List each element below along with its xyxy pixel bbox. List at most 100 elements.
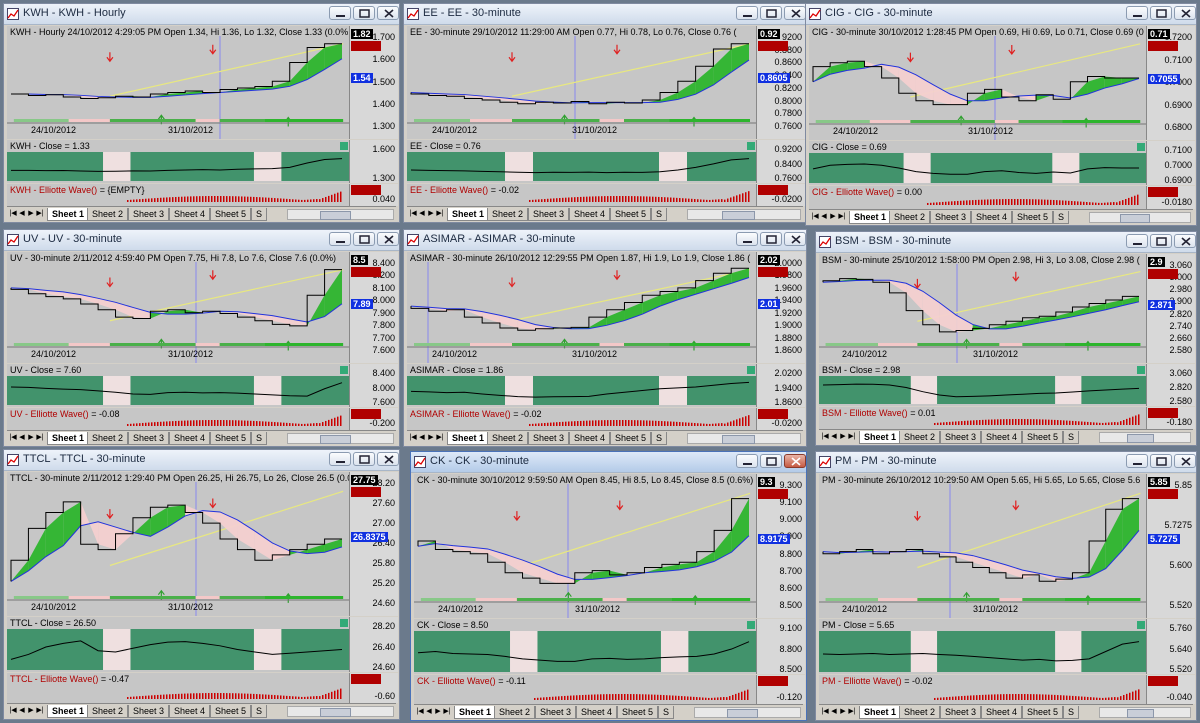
nav-last-button[interactable]: ▶| <box>838 213 846 220</box>
nav-last-button[interactable]: ▶| <box>36 434 44 441</box>
nav-first-button[interactable]: |◀ <box>9 210 17 217</box>
nav-prev-button[interactable]: ◀ <box>831 433 837 440</box>
close-button[interactable] <box>784 6 806 20</box>
close-pane[interactable]: UV - Close = 7.60 8.400 8.000 7.600 <box>7 364 398 407</box>
maximize-button[interactable] <box>760 454 782 468</box>
close-pane[interactable]: BSM - Close = 2.98 3.060 2.820 2.580 <box>819 364 1195 406</box>
nav-first-button[interactable]: |◀ <box>409 434 417 441</box>
sheet-tab[interactable]: Sheet 3 <box>128 432 170 445</box>
minimize-button[interactable] <box>736 454 758 468</box>
price-axis[interactable]: 5.85 5.7275 5.600 5.520 5.85 5.7275 <box>1146 474 1195 618</box>
chart-window[interactable]: UV - UV - 30-minute UV - 30-minute 2/11/2… <box>3 229 400 447</box>
sheet-tab[interactable]: Sheet 5 <box>617 706 659 719</box>
sheet-tab[interactable]: Sheet 3 <box>128 208 170 221</box>
window-titlebar[interactable]: ASIMAR - ASIMAR - 30-minute <box>404 230 806 251</box>
price-pane[interactable]: ASIMAR - 30-minute 26/10/2012 12:29:55 P… <box>407 252 805 363</box>
price-pane[interactable]: TTCL - 30-minute 2/11/2012 1:29:40 PM Op… <box>7 472 398 616</box>
price-chart[interactable] <box>7 472 350 616</box>
horizontal-scrollbar[interactable] <box>287 706 394 717</box>
minimize-button[interactable] <box>329 452 351 466</box>
window-titlebar[interactable]: EE - EE - 30-minute <box>404 4 806 25</box>
sheet-tab[interactable]: Sheet 3 <box>128 705 170 718</box>
price-chart[interactable] <box>7 26 350 139</box>
sheet-tab[interactable]: Sheet 5 <box>1012 211 1054 224</box>
sheet-tab[interactable]: Sheet 4 <box>971 211 1013 224</box>
sheet-tab[interactable]: Sheet 4 <box>169 432 211 445</box>
sheet-tab[interactable]: Sheet 2 <box>487 432 529 445</box>
sheet-tab[interactable]: Sheet 4 <box>981 431 1023 444</box>
add-sheet-tab[interactable]: S <box>1063 706 1080 719</box>
horizontal-scrollbar[interactable] <box>687 209 801 220</box>
sheet-tab[interactable]: Sheet 5 <box>210 432 252 445</box>
window-titlebar[interactable]: KWH - KWH - Hourly <box>4 4 399 25</box>
add-sheet-tab[interactable]: S <box>651 432 668 445</box>
close-button[interactable] <box>1174 234 1196 248</box>
minimize-button[interactable] <box>1126 6 1148 20</box>
sheet-tab[interactable]: Sheet 2 <box>87 432 129 445</box>
price-pane[interactable]: UV - 30-minute 2/11/2012 4:59:40 PM Open… <box>7 252 398 363</box>
elliott-wave-pane[interactable]: TTCL - Elliotte Wave() = -0.47 -0.60 <box>7 673 398 703</box>
sheet-tab[interactable]: Sheet 5 <box>610 208 652 221</box>
close-pane[interactable]: TTCL - Close = 26.50 28.20 26.40 24.60 <box>7 617 398 672</box>
price-axis[interactable]: 92000.88000.86000.84000.82000.80000.7800… <box>756 26 805 139</box>
price-chart[interactable] <box>414 474 757 618</box>
price-chart[interactable] <box>407 26 757 139</box>
close-button[interactable] <box>1174 6 1196 20</box>
maximize-button[interactable] <box>353 232 375 246</box>
close-pane[interactable]: CK - Close = 8.50 9.100 8.800 8.500 <box>414 619 805 674</box>
horizontal-scrollbar[interactable] <box>1089 212 1191 223</box>
horizontal-scrollbar[interactable] <box>1099 707 1191 718</box>
chart-window[interactable]: KWH - KWH - Hourly KWH - Hourly 24/10/201… <box>3 3 400 223</box>
close-button[interactable] <box>784 232 806 246</box>
minimize-button[interactable] <box>329 232 351 246</box>
maximize-button[interactable] <box>1150 454 1172 468</box>
chart-window[interactable]: CK - CK - 30-minute CK - 30-minute 30/10/… <box>410 451 807 721</box>
nav-next-button[interactable]: ▶ <box>428 434 434 441</box>
elliott-wave-pane[interactable]: EE - Elliotte Wave() = -0.02 -0.0200 <box>407 184 805 206</box>
nav-last-button[interactable]: ▶| <box>848 708 856 715</box>
nav-last-button[interactable]: ▶| <box>443 708 451 715</box>
horizontal-scrollbar[interactable] <box>287 209 394 220</box>
nav-prev-button[interactable]: ◀ <box>831 708 837 715</box>
sheet-tab[interactable]: Sheet 1 <box>47 705 90 718</box>
price-chart[interactable] <box>407 252 757 363</box>
sheet-tab[interactable]: Sheet 3 <box>930 211 972 224</box>
close-pane[interactable]: PM - Close = 5.65 5.760 5.640 5.520 <box>819 619 1195 674</box>
nav-prev-button[interactable]: ◀ <box>419 434 425 441</box>
price-axis[interactable]: 28.20 27.60 27.00 26.40 25.80 25.20 24.60 27.75… <box>349 472 398 616</box>
nav-last-button[interactable]: ▶| <box>436 434 444 441</box>
price-pane[interactable]: CIG - 30-minute 30/10/2012 1:28:45 PM Op… <box>809 26 1195 140</box>
nav-next-button[interactable]: ▶ <box>435 708 441 715</box>
sheet-tab[interactable]: Sheet 4 <box>576 706 618 719</box>
elliott-wave-pane[interactable]: KWH - Elliotte Wave() = {EMPTY} 0.040 <box>7 184 398 206</box>
nav-prev-button[interactable]: ◀ <box>19 707 25 714</box>
price-pane[interactable]: CK - 30-minute 30/10/2012 9:59:50 AM Ope… <box>414 474 805 618</box>
elliott-wave-pane[interactable]: ASIMAR - Elliotte Wave() = -0.02 -0.0200 <box>407 408 805 430</box>
price-pane[interactable]: EE - 30-minute 29/10/2012 11:29:00 AM Op… <box>407 26 805 139</box>
close-pane[interactable]: ASIMAR - Close = 1.86 2.0200 1.9400 1.8600 <box>407 364 805 407</box>
price-chart[interactable] <box>809 26 1147 140</box>
scrollbar-thumb[interactable] <box>1127 434 1155 443</box>
minimize-button[interactable] <box>1126 454 1148 468</box>
sheet-tab[interactable]: Sheet 5 <box>1022 706 1064 719</box>
close-button[interactable] <box>1174 454 1196 468</box>
elliott-wave-pane[interactable]: UV - Elliotte Wave() = -0.08 -0.200 <box>7 408 398 430</box>
nav-first-button[interactable]: |◀ <box>821 433 829 440</box>
scrollbar-thumb[interactable] <box>721 435 755 444</box>
sheet-tab[interactable]: Sheet 5 <box>610 432 652 445</box>
sheet-tab[interactable]: Sheet 2 <box>487 208 529 221</box>
nav-next-button[interactable]: ▶ <box>428 210 434 217</box>
elliott-wave-pane[interactable]: PM - Elliotte Wave() = -0.02 -0.040 <box>819 675 1195 704</box>
chart-window[interactable]: BSM - BSM - 30-minute BSM - 30-minute 25/… <box>815 231 1197 446</box>
scrollbar-thumb[interactable] <box>319 211 351 220</box>
close-button[interactable] <box>377 452 399 466</box>
price-chart[interactable] <box>819 254 1147 363</box>
scrollbar-thumb[interactable] <box>721 211 755 220</box>
horizontal-scrollbar[interactable] <box>694 707 801 718</box>
nav-next-button[interactable]: ▶ <box>840 433 846 440</box>
maximize-button[interactable] <box>1150 6 1172 20</box>
price-pane[interactable]: BSM - 30-minute 25/10/2012 1:58:00 PM Op… <box>819 254 1195 363</box>
sheet-tab[interactable]: Sheet 3 <box>940 431 982 444</box>
window-titlebar[interactable]: CK - CK - 30-minute <box>411 452 806 473</box>
add-sheet-tab[interactable]: S <box>658 706 675 719</box>
